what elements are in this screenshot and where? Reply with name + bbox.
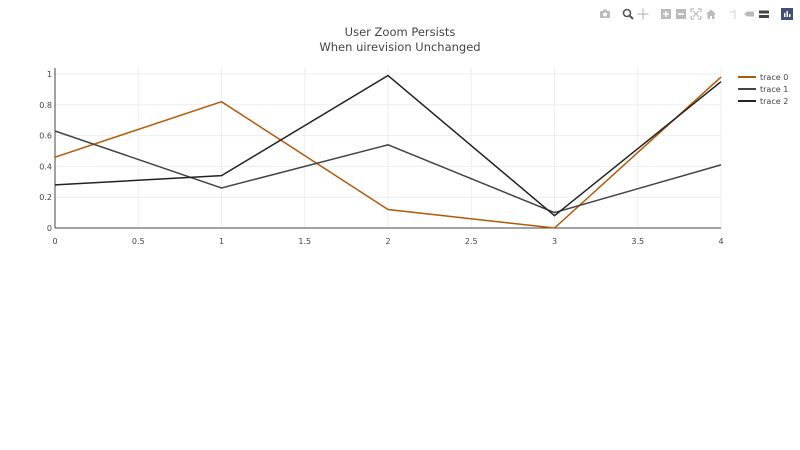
pan-icon[interactable] bbox=[635, 7, 650, 21]
y-tick-label: 0.6 bbox=[39, 132, 52, 141]
series-line-trace-0 bbox=[54, 76, 722, 229]
x-tick-label: 3.5 bbox=[631, 237, 644, 246]
x-tick-label: 0.5 bbox=[132, 237, 145, 246]
hover-compare-icon[interactable] bbox=[756, 7, 771, 21]
zoom-icon[interactable] bbox=[620, 7, 635, 21]
legend-item-label[interactable]: trace 2 bbox=[760, 97, 788, 106]
chart-title-line1: User Zoom Persists bbox=[344, 25, 456, 39]
y-tick-label: 1 bbox=[47, 70, 52, 79]
camera-icon[interactable] bbox=[597, 7, 612, 21]
chart-title: User Zoom Persists When uirevision Uncha… bbox=[0, 25, 800, 55]
y-tick-label: 0.4 bbox=[39, 162, 52, 171]
zoom-in-icon[interactable] bbox=[658, 7, 673, 21]
x-tick-label: 0 bbox=[52, 237, 57, 246]
legend-item-label[interactable]: trace 1 bbox=[760, 85, 788, 94]
chart-subtitle: When uirevision Unchanged bbox=[319, 40, 481, 54]
y-tick-label: 0.2 bbox=[39, 193, 52, 202]
modebar bbox=[589, 6, 794, 22]
series-line-trace-2 bbox=[54, 74, 722, 217]
x-tick-label: 2 bbox=[385, 237, 390, 246]
series-line-trace-1 bbox=[54, 130, 722, 214]
home-icon[interactable] bbox=[703, 7, 718, 21]
x-tick-label: 4 bbox=[718, 237, 723, 246]
legend-item-label[interactable]: trace 0 bbox=[760, 73, 788, 82]
autoscale-icon[interactable] bbox=[688, 7, 703, 21]
x-tick-label: 1 bbox=[219, 237, 224, 246]
hover-closest-icon[interactable] bbox=[741, 7, 756, 21]
y-tick-label: 0 bbox=[47, 224, 52, 233]
x-tick-label: 1.5 bbox=[298, 237, 311, 246]
zoom-out-icon[interactable] bbox=[673, 7, 688, 21]
y-tick-label: 0.8 bbox=[39, 101, 52, 110]
plotly-logo-icon[interactable] bbox=[779, 7, 794, 21]
x-tick-label: 2.5 bbox=[465, 237, 478, 246]
spike-lines-icon[interactable] bbox=[726, 7, 741, 21]
x-tick-label: 3 bbox=[552, 237, 557, 246]
